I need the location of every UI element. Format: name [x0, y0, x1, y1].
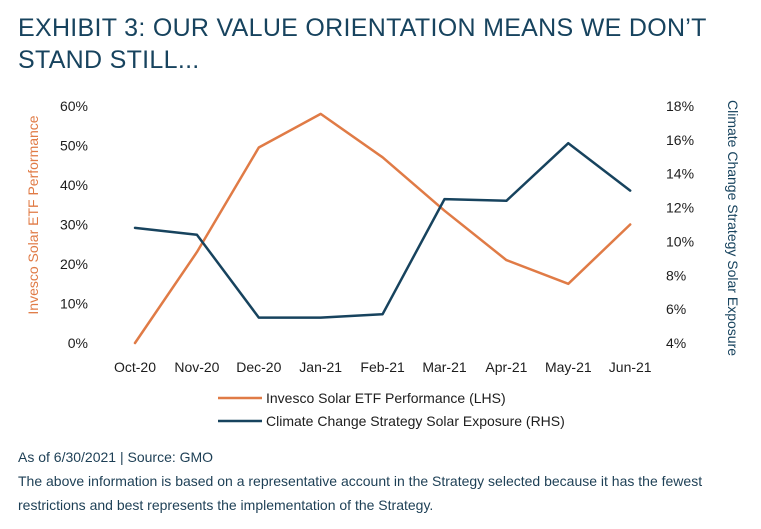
x-tick-label: May-21	[545, 359, 592, 375]
right-tick-label: 6%	[666, 301, 686, 317]
x-tick-label: Apr-21	[485, 359, 527, 375]
x-axis-ticks: Oct-20 Nov-20 Dec-20 Jan-21 Feb-21 Mar-21 Apr-…	[114, 359, 652, 375]
x-tick-label: Mar-21	[422, 359, 467, 375]
series-line-solar-exposure	[133, 141, 632, 319]
right-tick-label: 18%	[666, 98, 694, 114]
legend-label: Invesco Solar ETF Performance (LHS)	[266, 390, 506, 406]
x-tick-label: Jun-21	[609, 359, 652, 375]
legend: Invesco Solar ETF Performance (LHS) Clima…	[218, 390, 565, 429]
left-axis-label: Invesco Solar ETF Performance	[25, 115, 41, 314]
right-tick-label: 10%	[666, 233, 694, 249]
title-line-1: EXHIBIT 3: OUR VALUE ORIENTATION MEANS W…	[18, 14, 707, 42]
left-axis-ticks: 0% 10% 20% 30% 40% 50% 60%	[60, 98, 88, 351]
right-tick-label: 8%	[666, 267, 686, 283]
disclosure-note: The above information is based on a repr…	[18, 473, 703, 513]
legend-label: Climate Change Strategy Solar Exposure (…	[266, 413, 565, 429]
x-tick-label: Dec-20	[236, 359, 281, 375]
series-lines	[133, 112, 632, 345]
right-tick-label: 12%	[666, 200, 694, 216]
right-tick-label: 4%	[666, 335, 686, 351]
left-tick-label: 20%	[60, 256, 88, 272]
left-tick-label: 50%	[60, 138, 88, 154]
left-tick-label: 0%	[68, 335, 88, 351]
right-axis-label: Climate Change Strategy Solar Exposure	[725, 100, 741, 356]
x-tick-label: Feb-21	[360, 359, 405, 375]
left-tick-label: 10%	[60, 296, 88, 312]
x-tick-label: Nov-20	[174, 359, 219, 375]
chart: 0% 10% 20% 30% 40% 50% 60% 4% 6% 8% 10% 12% 14% 16% 1…	[25, 98, 741, 429]
right-tick-label: 16%	[666, 132, 694, 148]
right-tick-label: 14%	[666, 166, 694, 182]
left-tick-label: 40%	[60, 177, 88, 193]
left-tick-label: 60%	[60, 98, 88, 114]
x-tick-label: Jan-21	[299, 359, 342, 375]
caption: As of 6/30/2021 | Source: GMO The above …	[18, 445, 748, 517]
series-line-solar-etf-performance	[133, 112, 632, 345]
source-note: As of 6/30/2021 | Source: GMO	[18, 449, 214, 465]
chart-title: EXHIBIT 3: OUR VALUE ORIENTATION MEANS W…	[18, 12, 718, 76]
right-axis-ticks: 4% 6% 8% 10% 12% 14% 16% 18%	[666, 98, 694, 351]
left-tick-label: 30%	[60, 217, 88, 233]
title-line-2: STAND STILL...	[18, 46, 200, 74]
x-tick-label: Oct-20	[114, 359, 156, 375]
